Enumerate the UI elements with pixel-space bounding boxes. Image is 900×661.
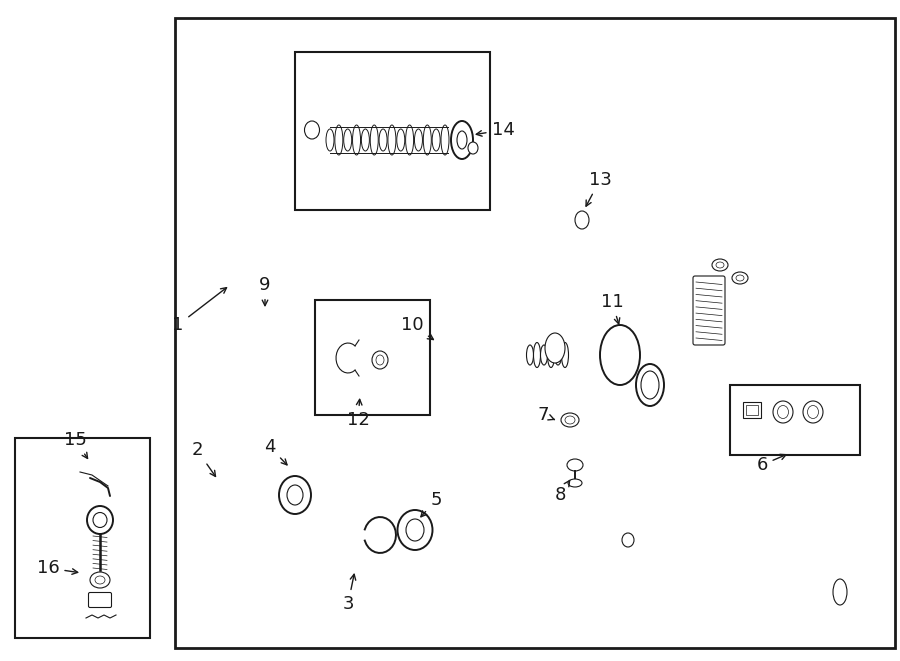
Ellipse shape	[93, 512, 107, 527]
Ellipse shape	[712, 259, 728, 271]
Ellipse shape	[700, 569, 710, 611]
Bar	[730, 385, 860, 455]
Ellipse shape	[87, 506, 113, 534]
Ellipse shape	[833, 579, 847, 605]
Ellipse shape	[423, 125, 431, 155]
Ellipse shape	[716, 262, 724, 268]
Ellipse shape	[457, 131, 467, 149]
Text: 16: 16	[37, 559, 77, 577]
Ellipse shape	[415, 129, 422, 151]
Bar	[175, 18, 895, 648]
Text: 2: 2	[191, 441, 215, 477]
Ellipse shape	[379, 129, 387, 151]
Ellipse shape	[547, 342, 554, 368]
Ellipse shape	[567, 459, 583, 471]
Ellipse shape	[825, 569, 835, 611]
Text: 15: 15	[64, 431, 87, 459]
Ellipse shape	[376, 355, 384, 365]
Ellipse shape	[751, 569, 760, 611]
Ellipse shape	[636, 364, 664, 406]
Ellipse shape	[562, 342, 569, 368]
Text: 10: 10	[400, 316, 434, 340]
Ellipse shape	[778, 405, 788, 418]
Ellipse shape	[565, 416, 575, 424]
Ellipse shape	[773, 401, 793, 423]
Ellipse shape	[641, 371, 659, 399]
Ellipse shape	[725, 569, 735, 611]
Ellipse shape	[541, 345, 547, 365]
Bar	[315, 300, 430, 415]
Ellipse shape	[775, 569, 785, 611]
Text: 5: 5	[421, 491, 442, 517]
Bar	[743, 402, 761, 418]
Ellipse shape	[398, 510, 433, 550]
Ellipse shape	[736, 275, 744, 281]
Ellipse shape	[813, 575, 823, 605]
Ellipse shape	[279, 476, 311, 514]
Ellipse shape	[335, 125, 343, 155]
Ellipse shape	[600, 325, 640, 385]
Text: 1: 1	[172, 288, 227, 334]
Ellipse shape	[568, 479, 582, 487]
Ellipse shape	[800, 569, 810, 611]
Ellipse shape	[406, 125, 414, 155]
Ellipse shape	[432, 129, 440, 151]
Text: 12: 12	[346, 399, 369, 429]
Text: 3: 3	[342, 574, 356, 613]
Ellipse shape	[534, 342, 541, 368]
Ellipse shape	[362, 129, 369, 151]
Text: 9: 9	[259, 276, 271, 305]
Bar	[746, 405, 758, 415]
Ellipse shape	[397, 129, 405, 151]
Text: 13: 13	[586, 171, 611, 206]
FancyBboxPatch shape	[693, 276, 725, 345]
Ellipse shape	[526, 345, 534, 365]
FancyBboxPatch shape	[88, 592, 112, 607]
Ellipse shape	[353, 125, 361, 155]
Ellipse shape	[370, 125, 378, 155]
Bar	[15, 438, 150, 638]
Ellipse shape	[287, 485, 303, 505]
Ellipse shape	[304, 121, 320, 139]
Ellipse shape	[713, 575, 723, 605]
Ellipse shape	[441, 125, 449, 155]
Ellipse shape	[575, 211, 589, 229]
Ellipse shape	[372, 351, 388, 369]
Ellipse shape	[326, 129, 334, 151]
Ellipse shape	[90, 572, 110, 588]
Text: 7: 7	[537, 406, 554, 424]
Bar	[295, 52, 490, 210]
Ellipse shape	[468, 142, 478, 154]
Ellipse shape	[344, 129, 352, 151]
Ellipse shape	[561, 413, 579, 427]
Ellipse shape	[738, 575, 748, 605]
Text: 8: 8	[554, 481, 570, 504]
Ellipse shape	[95, 576, 105, 584]
Ellipse shape	[554, 345, 562, 365]
Ellipse shape	[545, 333, 565, 363]
Ellipse shape	[807, 405, 818, 418]
Text: 6: 6	[756, 454, 786, 474]
Ellipse shape	[803, 401, 823, 423]
Ellipse shape	[622, 533, 634, 547]
Text: 14: 14	[476, 121, 515, 139]
Ellipse shape	[688, 575, 698, 605]
Ellipse shape	[451, 121, 473, 159]
Text: 11: 11	[600, 293, 624, 324]
Text: 4: 4	[265, 438, 287, 465]
Ellipse shape	[762, 575, 773, 605]
Ellipse shape	[388, 125, 396, 155]
Ellipse shape	[788, 575, 797, 605]
Ellipse shape	[732, 272, 748, 284]
Ellipse shape	[406, 519, 424, 541]
